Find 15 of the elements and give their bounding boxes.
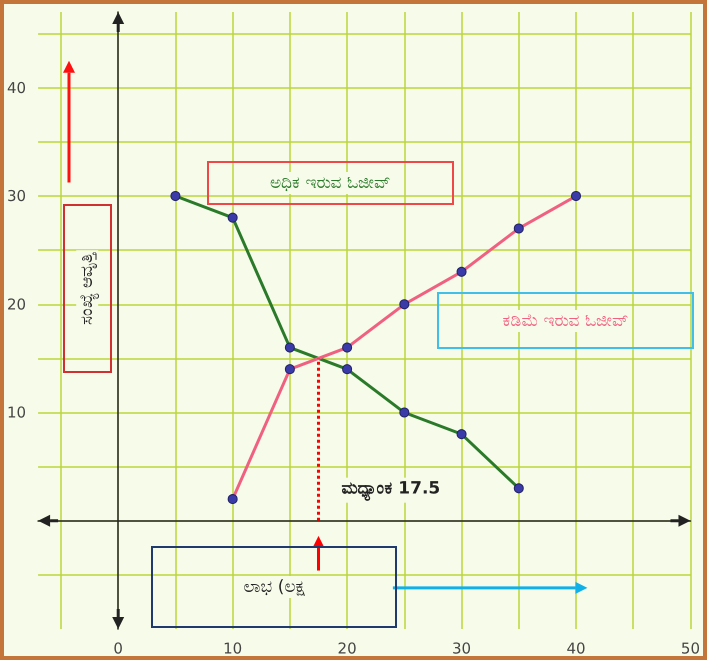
text: ಕಡಿಮೆ ಇರುವ ಓಜೀವ್ [499, 310, 632, 332]
x-tick-label: 10 [223, 640, 242, 658]
y-tick-label: 40 [6, 78, 26, 97]
y-axis-title: ಸಂಖ್ಯೆ ಆವೃತ್ತಿ [76, 250, 98, 328]
x-axis-title: ಲಾಭ (ಲಕ್ಷ [240, 576, 308, 598]
ref-line-label: ಮಧ್ಯಾಂಕ 17.5 [341, 478, 440, 502]
y-tick-label: 30 [6, 187, 26, 206]
x-tick-label: 0 [113, 640, 123, 658]
x-tick-label: 20 [338, 640, 357, 658]
y-tick-label: 20 [6, 295, 26, 314]
y-tick-label: 10 [6, 404, 26, 422]
x-tick-label: 50 [680, 640, 700, 658]
x-tick-label: 30 [452, 640, 472, 658]
x-tick-label: 40 [566, 640, 586, 658]
text: ಅಧಿಕ ಇರುವ ಓಜೀವ್ [267, 172, 394, 194]
